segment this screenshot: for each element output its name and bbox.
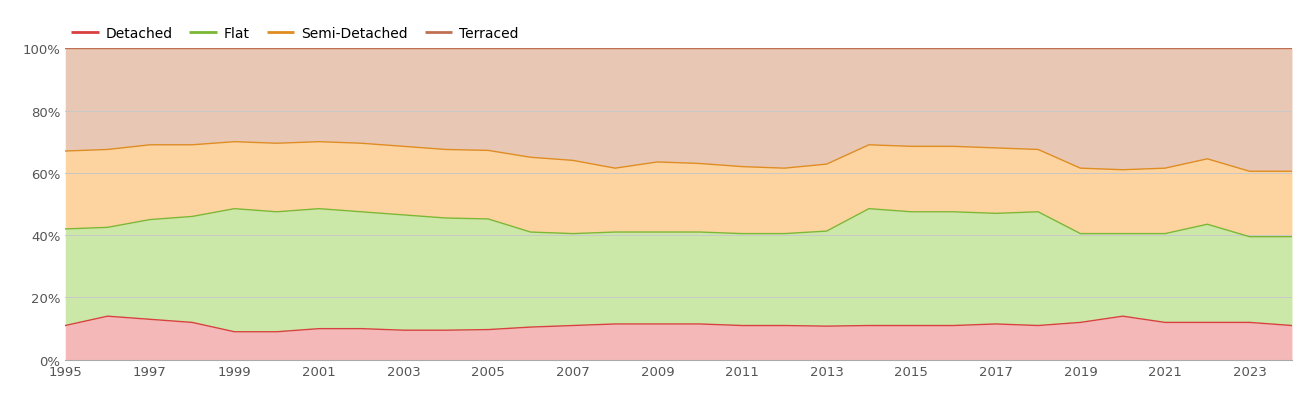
Legend: Detached, Flat, Semi-Detached, Terraced: Detached, Flat, Semi-Detached, Terraced — [65, 21, 525, 46]
